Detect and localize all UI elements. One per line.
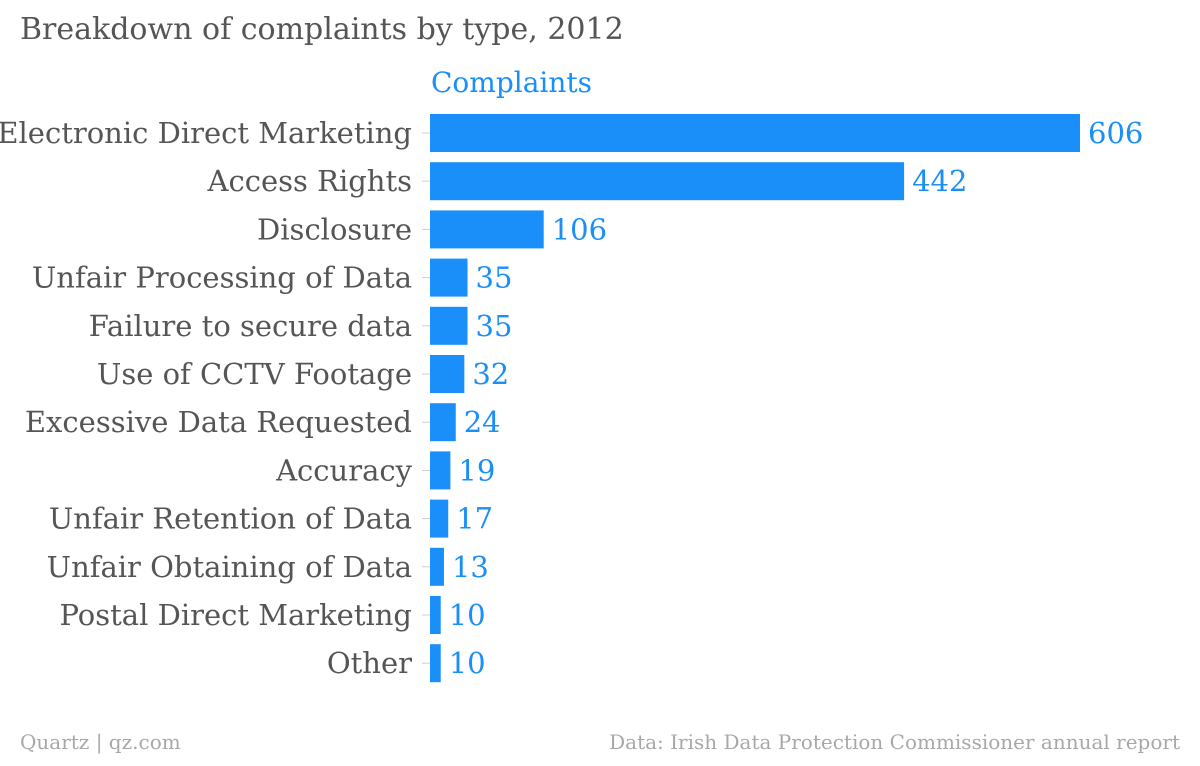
bar [430, 306, 468, 345]
category-label: Electronic Direct Marketing [0, 116, 412, 150]
category-label: Unfair Obtaining of Data [47, 550, 412, 584]
category-label: Other [327, 646, 412, 680]
value-label: 106 [552, 212, 607, 246]
value-label: 35 [476, 309, 513, 343]
bar [430, 210, 544, 249]
bar [430, 355, 465, 393]
value-label: 10 [449, 598, 486, 632]
value-label: 35 [476, 261, 513, 295]
category-label: Access Rights [207, 164, 412, 198]
footer-source-right: Data: Irish Data Protection Commissioner… [609, 730, 1180, 754]
value-label: 10 [449, 646, 486, 680]
value-label: 17 [456, 502, 493, 536]
category-label: Excessive Data Requested [25, 405, 412, 439]
footer-source-left: Quartz | qz.com [20, 730, 181, 754]
category-label: Unfair Retention of Data [49, 502, 412, 536]
bar [430, 547, 444, 586]
bar [430, 403, 456, 442]
value-label: 32 [472, 357, 509, 391]
value-label: 24 [464, 405, 501, 439]
bar [430, 258, 468, 297]
bar [430, 114, 1080, 152]
category-label: Disclosure [257, 212, 412, 246]
value-label: 19 [458, 453, 495, 487]
bar [430, 644, 441, 683]
category-label: Use of CCTV Footage [97, 357, 412, 391]
category-label: Failure to secure data [89, 309, 412, 343]
value-label: 13 [452, 550, 489, 584]
bars-layer: Electronic Direct Marketing 606 Access Rig… [0, 114, 1143, 683]
bar [430, 596, 441, 634]
category-label: Postal Direct Marketing [59, 598, 412, 632]
bar [430, 451, 451, 490]
category-label: Accuracy [275, 453, 412, 487]
series-label: Complaints [431, 66, 592, 99]
bar [430, 499, 449, 538]
chart-title: Breakdown of complaints by type, 2012 [20, 12, 624, 47]
value-label: 606 [1088, 116, 1143, 150]
value-label: 442 [912, 164, 967, 198]
bar [430, 162, 905, 201]
category-label: Unfair Processing of Data [32, 261, 412, 295]
